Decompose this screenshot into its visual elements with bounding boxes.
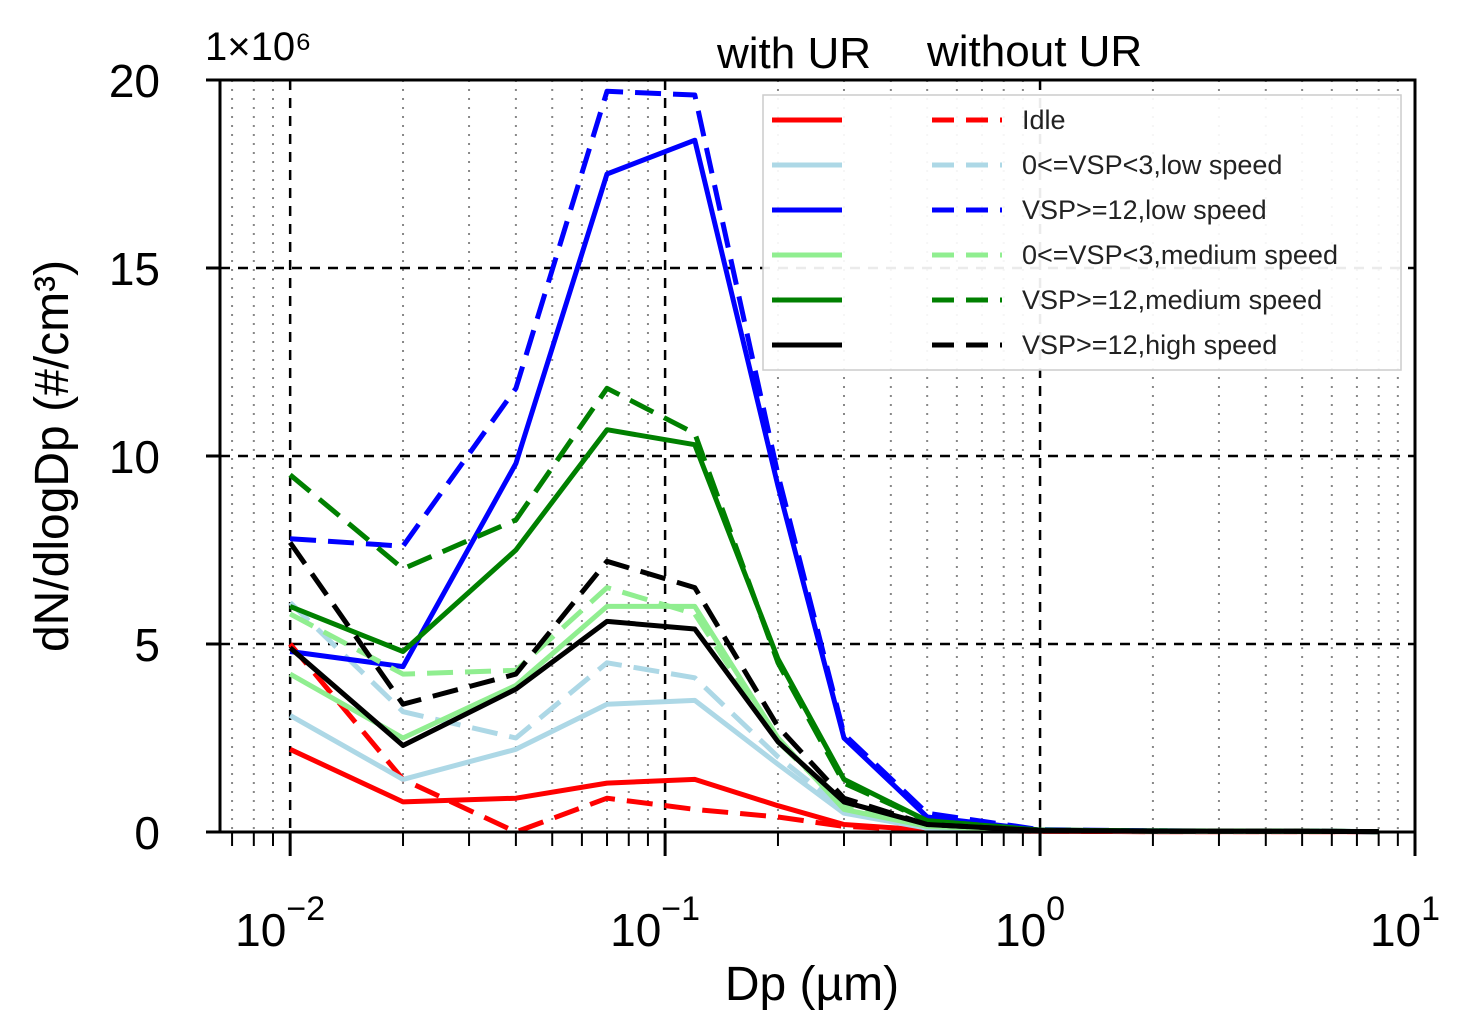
x-tick-label: 101 [1370,890,1440,956]
y-tick-label: 20 [109,55,160,107]
y-axis-ticks: 0 5 10 15 20 [109,55,220,859]
x-tick-label: 100 [995,890,1065,956]
y-axis-label: dN/dlogDp (#/cm³) [26,260,79,652]
legend-header-with-ur: with UR [716,29,871,78]
legend-label: 0<=VSP<3,medium speed [1022,240,1338,270]
legend-box [762,94,1402,371]
legend-label: VSP>=12,medium speed [1022,285,1322,315]
series-line [288,385,1379,835]
y-tick-label: 10 [109,431,160,483]
x-tick-label: 10−2 [235,890,325,956]
y-tick-label: 5 [134,619,160,671]
y-tick-label: 15 [109,243,160,295]
legend-label: Idle [1022,105,1066,135]
y-tick-label: 0 [134,807,160,859]
x-axis-label: Dp (µm) [725,958,899,1011]
x-tick-label: 10−1 [610,890,700,956]
legend: Idle 0<=VSP<3,low speed VSP>=12,low speed 0… [762,94,1402,371]
legend-label: VSP>=12,high speed [1022,330,1277,360]
legend-header-without-ur: without UR [926,27,1142,76]
series-line [288,600,1379,835]
legend-label: 0<=VSP<3,low speed [1022,150,1282,180]
legend-label: VSP>=12,low speed [1022,195,1267,225]
scale-factor-label: 1×10⁶ [205,25,312,69]
x-axis-ticks: 10−2 10−1 100 101 [231,832,1440,956]
